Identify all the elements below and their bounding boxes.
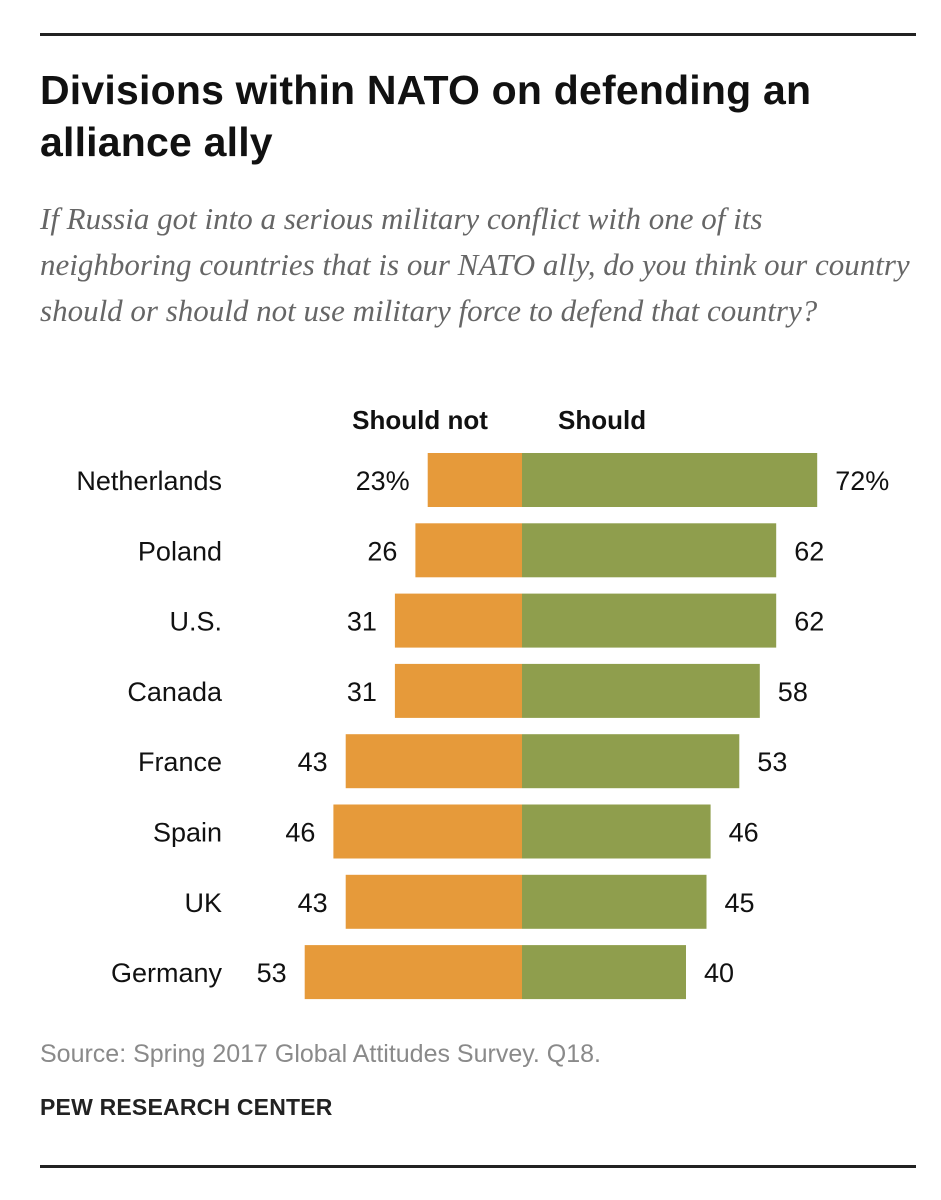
chart-title: Divisions within NATO on defending an al… xyxy=(40,67,812,165)
legend-should: Should xyxy=(558,405,646,435)
value-label-should-not-canada: 31 xyxy=(347,677,377,707)
value-label-should-not-poland: 26 xyxy=(367,536,397,566)
value-label-should-not-france: 43 xyxy=(298,747,328,777)
value-label-should-uk: 45 xyxy=(725,888,755,918)
legend-should-not: Should not xyxy=(352,405,488,435)
value-label-should-u-s: 62 xyxy=(794,607,824,637)
bar-should-france xyxy=(522,734,740,789)
chart-subtitle: If Russia got into a serious military co… xyxy=(40,201,910,328)
category-label-germany: Germany xyxy=(111,958,223,988)
category-label-france: France xyxy=(138,747,222,777)
bar-should-not-poland xyxy=(415,523,522,578)
bar-should-spain xyxy=(522,804,711,859)
bar-should-poland xyxy=(522,523,777,578)
category-label-uk: UK xyxy=(184,888,222,918)
bar-should-not-spain xyxy=(333,804,522,859)
value-label-should-spain: 46 xyxy=(729,818,759,848)
diverging-bar-chart: Should not Should Netherlands 23% 72% Poland… xyxy=(76,405,889,1000)
bottom-rule xyxy=(40,1165,916,1168)
value-label-should-not-u-s: 31 xyxy=(347,607,377,637)
value-label-should-not-germany: 53 xyxy=(257,958,287,988)
bar-should-not-netherlands xyxy=(427,453,522,507)
brand-logo-text: PEW RESEARCH CENTER xyxy=(40,1094,333,1120)
category-label-netherlands: Netherlands xyxy=(76,466,222,496)
value-label-should-poland: 62 xyxy=(794,536,824,566)
bar-should-germany xyxy=(522,945,686,1000)
bar-should-netherlands xyxy=(522,453,818,507)
category-label-spain: Spain xyxy=(153,818,222,848)
category-label-canada: Canada xyxy=(127,677,223,707)
value-label-should-not-spain: 46 xyxy=(285,818,315,848)
value-label-should-netherlands: 72% xyxy=(835,466,889,496)
top-rule xyxy=(40,33,916,36)
value-label-should-not-netherlands: 23% xyxy=(356,466,410,496)
source-note: Source: Spring 2017 Global Attitudes Sur… xyxy=(40,1040,601,1068)
bar-should-not-france xyxy=(345,734,522,789)
bar-should-canada xyxy=(522,663,760,718)
category-label-poland: Poland xyxy=(138,536,222,566)
value-label-should-france: 53 xyxy=(757,747,787,777)
bar-should-not-germany xyxy=(304,945,522,1000)
value-label-should-germany: 40 xyxy=(704,958,734,988)
bar-should-not-canada xyxy=(394,663,522,718)
value-label-should-canada: 58 xyxy=(778,677,808,707)
bar-should-not-uk xyxy=(345,874,522,929)
bar-should-u-s xyxy=(522,593,777,648)
value-label-should-not-uk: 43 xyxy=(298,888,328,918)
bar-should-not-u-s xyxy=(394,593,522,648)
category-label-u-s: U.S. xyxy=(169,607,222,637)
bar-should-uk xyxy=(522,874,707,929)
